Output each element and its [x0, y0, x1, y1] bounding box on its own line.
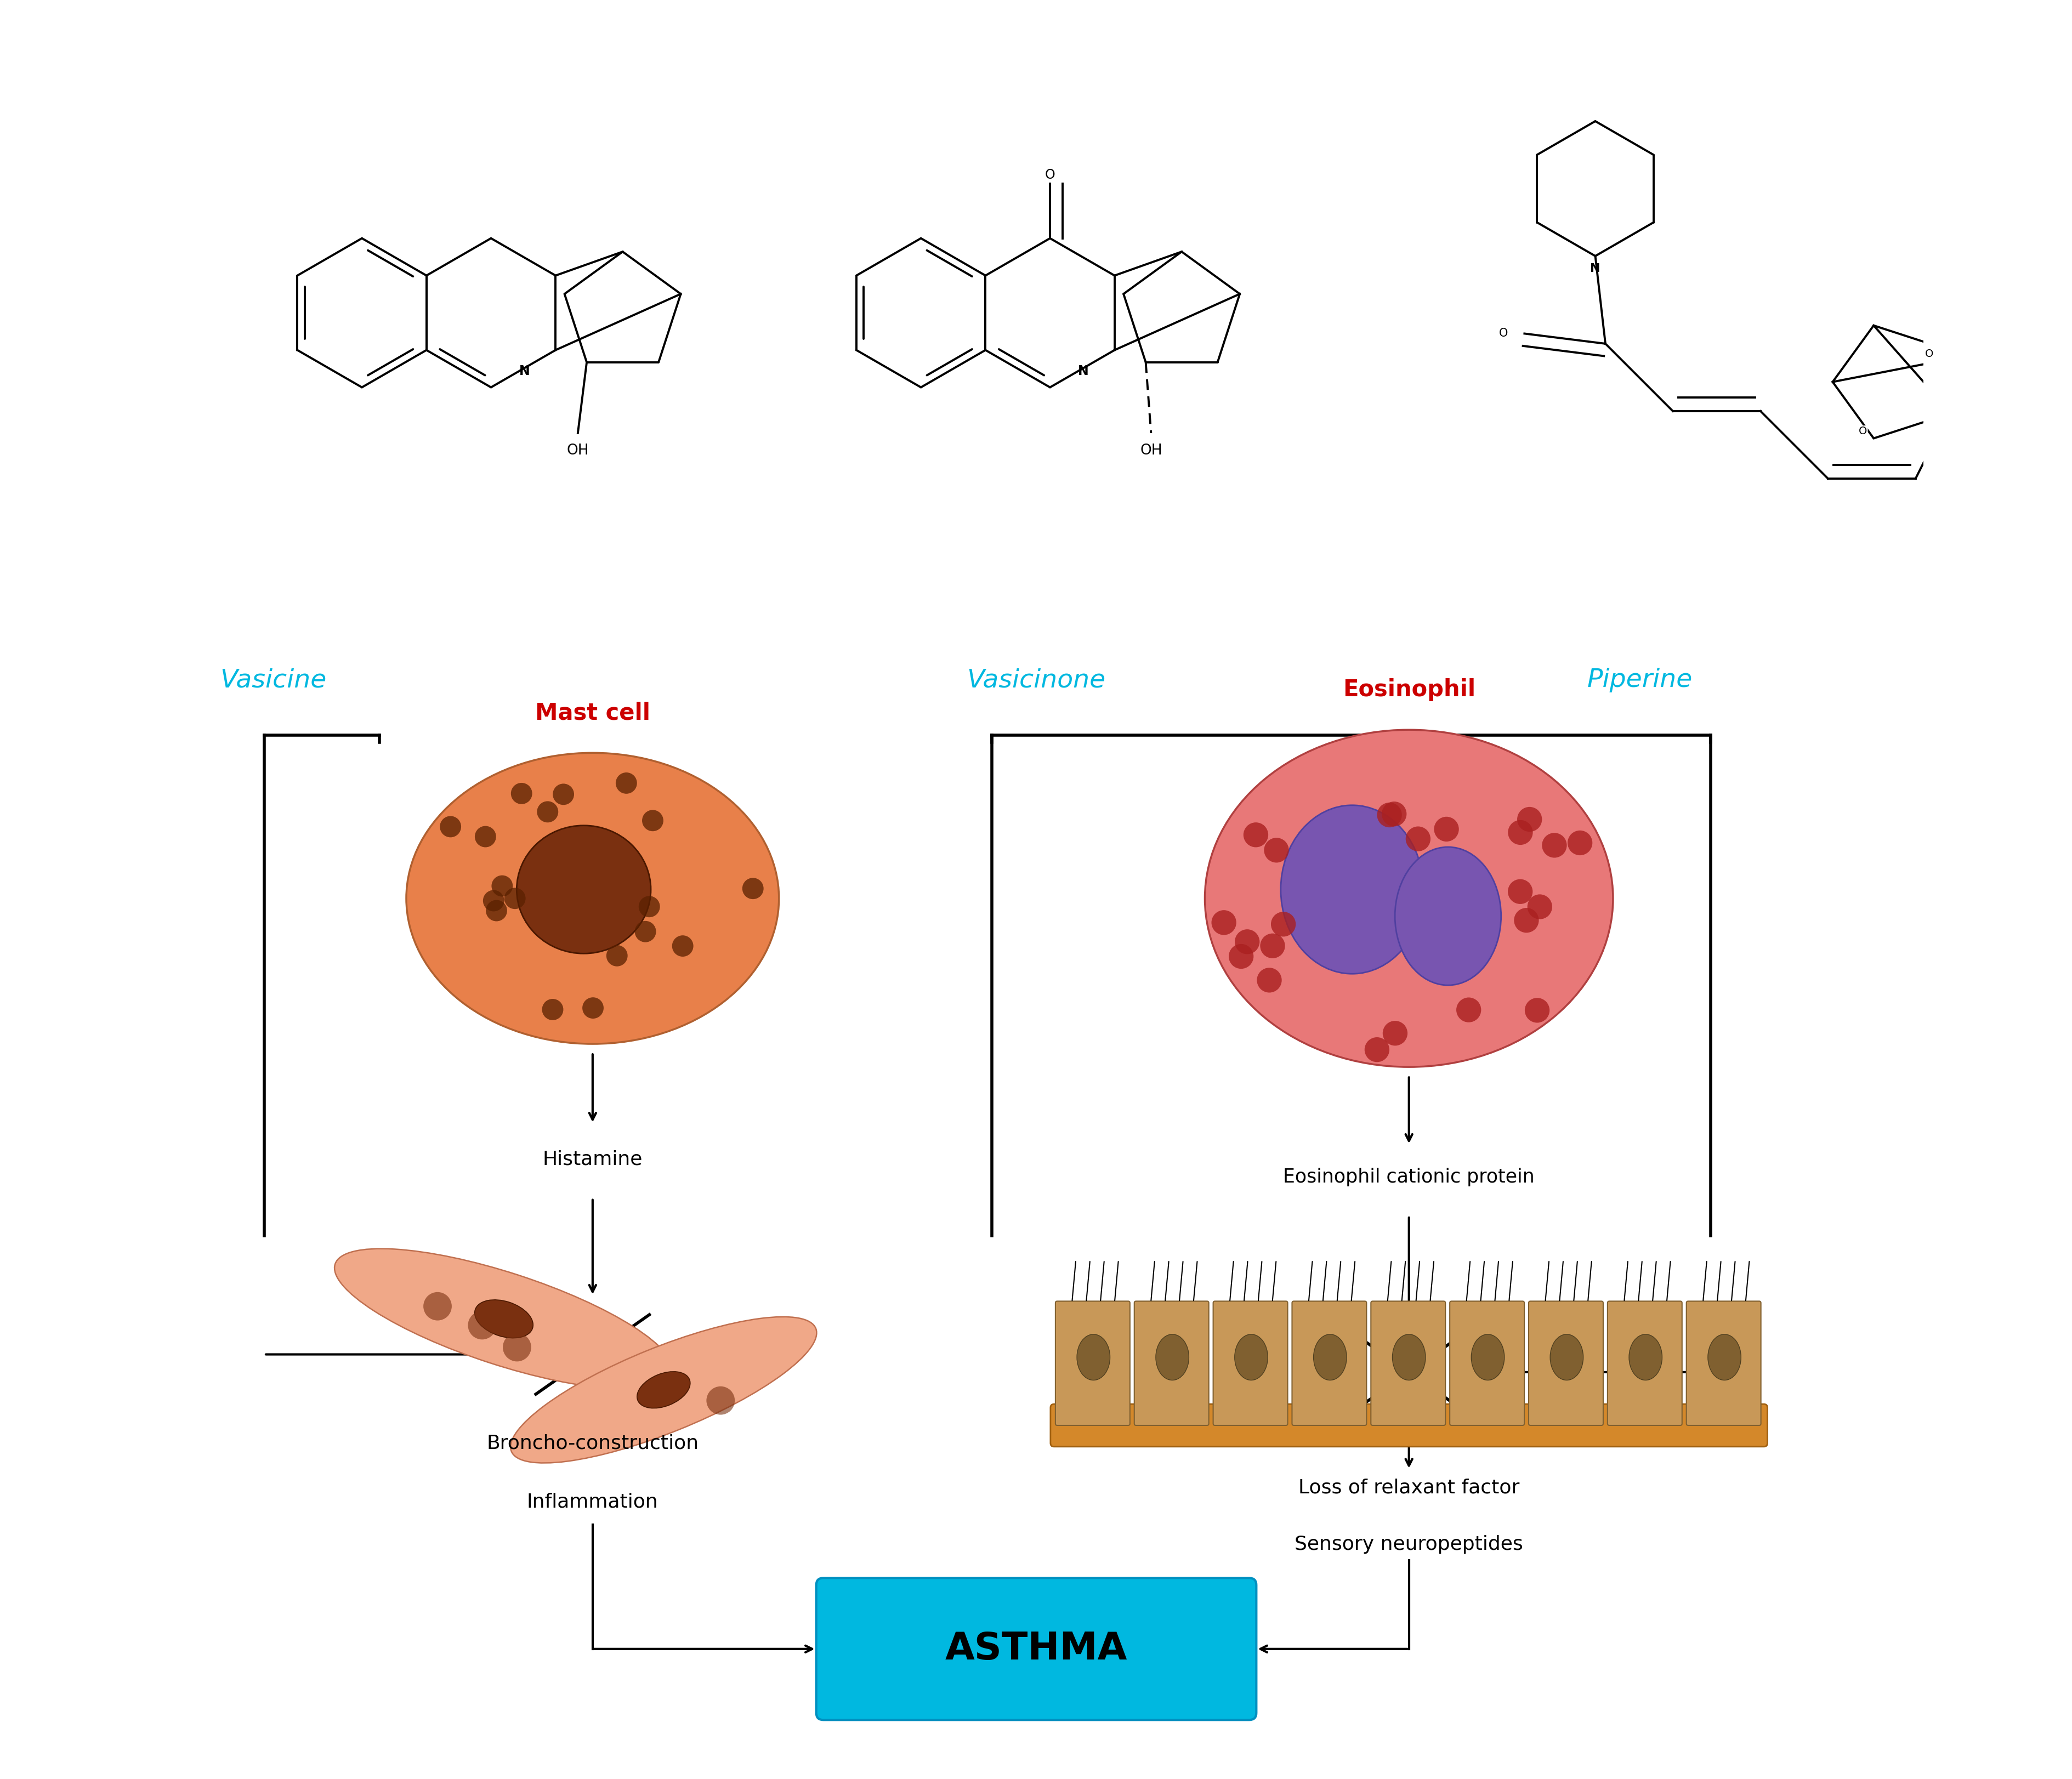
Text: O: O — [1498, 327, 1506, 340]
Ellipse shape — [1707, 1334, 1740, 1381]
Text: N: N — [518, 365, 530, 377]
Circle shape — [1405, 827, 1430, 852]
Circle shape — [582, 998, 603, 1019]
Ellipse shape — [406, 753, 779, 1044]
Text: O: O — [1925, 349, 1933, 359]
FancyBboxPatch shape — [1687, 1300, 1761, 1425]
Circle shape — [1270, 913, 1295, 936]
Ellipse shape — [516, 825, 651, 954]
Text: Vasicine: Vasicine — [220, 667, 327, 692]
FancyBboxPatch shape — [1051, 1404, 1767, 1446]
Text: Inflammation: Inflammation — [526, 1493, 659, 1510]
Ellipse shape — [474, 1300, 533, 1338]
Text: Mast cell: Mast cell — [535, 701, 651, 724]
Ellipse shape — [1204, 729, 1612, 1067]
Ellipse shape — [1394, 847, 1500, 986]
Ellipse shape — [1156, 1334, 1189, 1381]
Circle shape — [474, 825, 495, 847]
Ellipse shape — [636, 1372, 690, 1409]
Circle shape — [1457, 998, 1481, 1023]
Circle shape — [503, 1332, 530, 1361]
Text: OH: OH — [566, 443, 588, 457]
Text: Eosinophil cationic protein: Eosinophil cationic protein — [1283, 1167, 1533, 1187]
Circle shape — [742, 877, 762, 898]
FancyBboxPatch shape — [1291, 1300, 1365, 1425]
Circle shape — [642, 809, 663, 831]
FancyBboxPatch shape — [1055, 1300, 1129, 1425]
FancyBboxPatch shape — [1133, 1300, 1208, 1425]
Ellipse shape — [1550, 1334, 1583, 1381]
Circle shape — [1508, 879, 1533, 904]
Circle shape — [638, 897, 659, 918]
Text: Eosinophil: Eosinophil — [1343, 678, 1475, 701]
Ellipse shape — [334, 1249, 673, 1389]
Text: N: N — [1077, 365, 1088, 377]
Circle shape — [1256, 968, 1280, 993]
Circle shape — [707, 1386, 736, 1414]
Circle shape — [1376, 802, 1401, 827]
Circle shape — [468, 1311, 495, 1340]
Circle shape — [543, 998, 564, 1019]
Ellipse shape — [1629, 1334, 1662, 1381]
Ellipse shape — [1235, 1334, 1268, 1381]
Text: Piperine: Piperine — [1587, 667, 1693, 692]
Circle shape — [1243, 822, 1268, 847]
FancyBboxPatch shape — [1212, 1300, 1287, 1425]
Circle shape — [1264, 838, 1289, 863]
Circle shape — [1382, 802, 1407, 827]
Text: Broncho-construction: Broncho-construction — [487, 1434, 698, 1452]
Circle shape — [1508, 820, 1533, 845]
Circle shape — [491, 875, 512, 897]
Circle shape — [1212, 911, 1237, 936]
FancyBboxPatch shape — [1370, 1300, 1444, 1425]
Circle shape — [439, 817, 462, 838]
Circle shape — [1517, 808, 1542, 833]
Circle shape — [537, 801, 557, 822]
Ellipse shape — [1077, 1334, 1111, 1381]
Circle shape — [483, 890, 503, 911]
Circle shape — [1542, 833, 1566, 857]
Text: OH: OH — [1140, 443, 1162, 457]
Circle shape — [1434, 817, 1459, 841]
Circle shape — [1382, 1021, 1407, 1046]
Circle shape — [1229, 945, 1254, 970]
Circle shape — [423, 1292, 452, 1320]
Ellipse shape — [1280, 806, 1423, 973]
Circle shape — [512, 783, 533, 804]
Circle shape — [1525, 998, 1550, 1023]
Circle shape — [1235, 929, 1260, 954]
Circle shape — [1260, 934, 1285, 959]
FancyBboxPatch shape — [1450, 1300, 1523, 1425]
Text: Vasicinone: Vasicinone — [968, 667, 1104, 692]
FancyBboxPatch shape — [1529, 1300, 1604, 1425]
Circle shape — [485, 900, 508, 922]
Text: Histamine: Histamine — [543, 1149, 642, 1169]
Text: N: N — [1589, 263, 1600, 274]
FancyBboxPatch shape — [816, 1578, 1256, 1720]
Circle shape — [615, 772, 636, 793]
Circle shape — [503, 888, 526, 909]
Ellipse shape — [510, 1316, 816, 1462]
Ellipse shape — [1471, 1334, 1504, 1381]
Text: ASTHMA: ASTHMA — [945, 1631, 1127, 1667]
Circle shape — [634, 922, 657, 943]
Text: O: O — [1859, 425, 1867, 436]
Ellipse shape — [1314, 1334, 1347, 1381]
Circle shape — [1363, 1037, 1388, 1062]
Text: Sensory neuropeptides: Sensory neuropeptides — [1295, 1535, 1523, 1553]
Circle shape — [671, 936, 694, 957]
Circle shape — [1566, 831, 1591, 856]
Ellipse shape — [1392, 1334, 1426, 1381]
Circle shape — [1515, 907, 1537, 932]
Text: O: O — [1044, 169, 1055, 181]
FancyBboxPatch shape — [1608, 1300, 1682, 1425]
Text: Loss of relaxant factor: Loss of relaxant factor — [1297, 1478, 1519, 1496]
Circle shape — [553, 783, 574, 804]
Circle shape — [607, 945, 628, 966]
Circle shape — [1527, 895, 1552, 920]
